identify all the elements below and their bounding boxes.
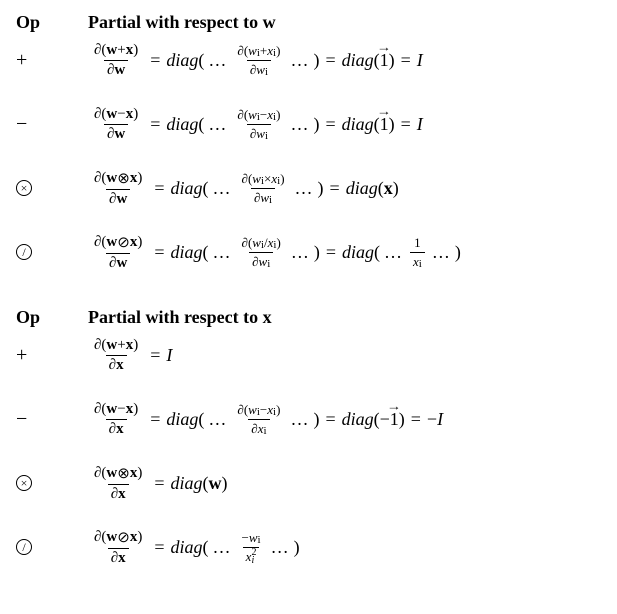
op-header: Op — [16, 307, 88, 328]
op-symbol: / — [16, 244, 88, 260]
table-section: OpPartial with respect to w+∂(w+x)∂w=dia… — [16, 12, 601, 273]
formula-cell: ∂(w⊗x)∂w=diag(…∂(wi×xi)∂wi…)=diag(x) — [88, 169, 601, 208]
op-symbol: + — [16, 344, 88, 367]
header-row: OpPartial with respect to x — [16, 307, 601, 328]
formula-cell: ∂(w+x)∂w=diag(…∂(wi+xi)∂wi…)=diag(1)=I — [88, 42, 601, 79]
op-symbol: / — [16, 539, 88, 555]
formula-cell: ∂(w−x)∂x=diag(…∂(wi−xi)∂xi…)=diag(−1)=−I — [88, 401, 601, 438]
header-row: OpPartial with respect to w — [16, 12, 601, 33]
table-row: −∂(w−x)∂x=diag(…∂(wi−xi)∂xi…)=diag(−1)=−… — [16, 398, 601, 440]
table-row: /∂(w⊘x)∂w=diag(…∂(wi/xi)∂wi…)=diag(…1xi…… — [16, 231, 601, 273]
formula-cell: ∂(w⊗x)∂x=diag(w) — [88, 464, 601, 503]
op-symbol: − — [16, 113, 88, 136]
table-row: −∂(w−x)∂w=diag(…∂(wi−xi)∂wi…)=diag(1)=I — [16, 103, 601, 145]
op-symbol: + — [16, 49, 88, 72]
op-symbol: × — [16, 180, 88, 196]
formula-cell: ∂(w−x)∂w=diag(…∂(wi−xi)∂wi…)=diag(1)=I — [88, 106, 601, 143]
table-row: ×∂(w⊗x)∂w=diag(…∂(wi×xi)∂wi…)=diag(x) — [16, 167, 601, 209]
table-section: OpPartial with respect to x+∂(w+x)∂x=I−∂… — [16, 307, 601, 568]
formula-cell: ∂(w+x)∂x=I — [88, 337, 601, 374]
table-row: /∂(w⊘x)∂x=diag(…−wix2i…) — [16, 526, 601, 568]
formula-cell: ∂(w⊘x)∂w=diag(…∂(wi/xi)∂wi…)=diag(…1xi…) — [88, 233, 601, 272]
formula-cell: ∂(w⊘x)∂x=diag(…−wix2i…) — [88, 528, 601, 567]
table-row: +∂(w+x)∂x=I — [16, 334, 601, 376]
table-row: ×∂(w⊗x)∂x=diag(w) — [16, 462, 601, 504]
op-header: Op — [16, 12, 88, 33]
table-row: +∂(w+x)∂w=diag(…∂(wi+xi)∂wi…)=diag(1)=I — [16, 39, 601, 81]
op-symbol: × — [16, 475, 88, 491]
content-header: Partial with respect to x — [88, 307, 601, 328]
op-symbol: − — [16, 408, 88, 431]
content-header: Partial with respect to w — [88, 12, 601, 33]
